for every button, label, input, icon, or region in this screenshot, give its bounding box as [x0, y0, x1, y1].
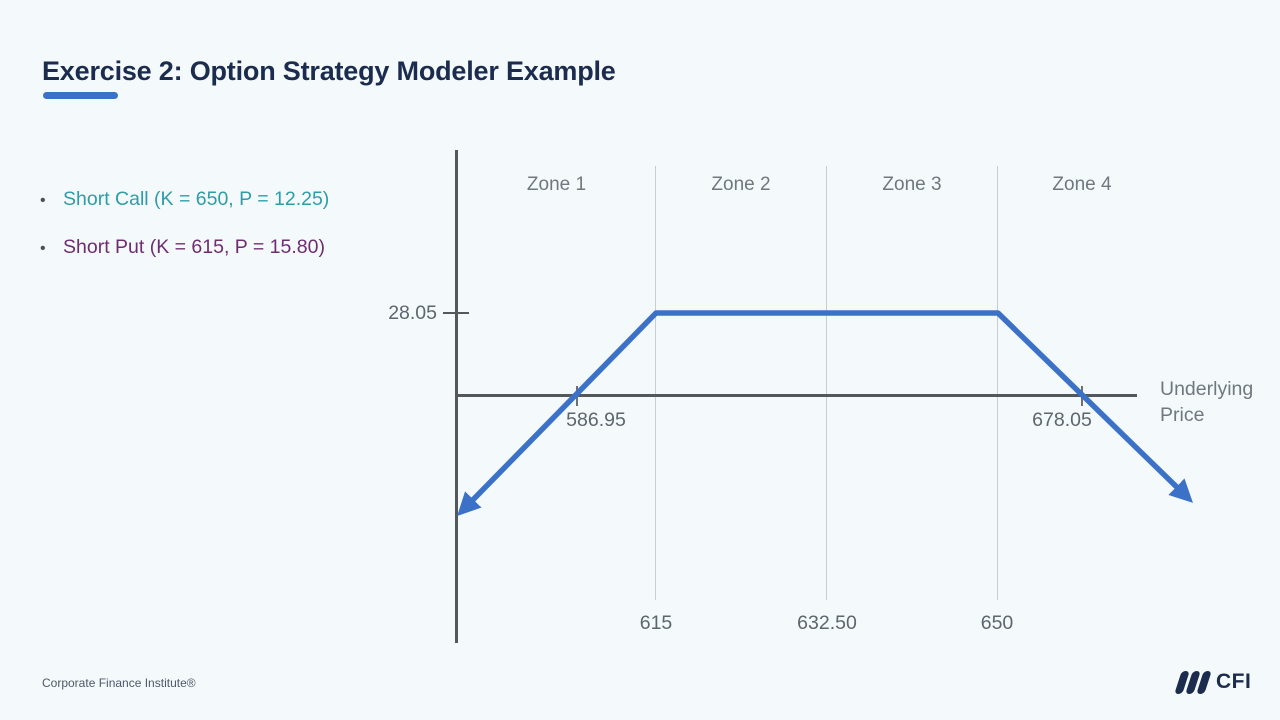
x-tick-632-50: 632.50: [797, 612, 857, 634]
zone-2-label: Zone 2: [711, 174, 771, 195]
footer-brand-text: Corporate Finance Institute®: [42, 676, 196, 690]
bullet-icon: •: [40, 240, 46, 257]
x-tick-615: 615: [639, 612, 673, 634]
y-axis-tick: [443, 312, 469, 314]
gridline-615: [655, 166, 656, 600]
zone-1-label: Zone 1: [526, 174, 587, 195]
x-tick-650: 650: [980, 612, 1014, 634]
page-title: Exercise 2: Option Strategy Modeler Exam…: [42, 56, 616, 86]
cfi-logo-text: CFI: [1216, 670, 1252, 693]
x-axis-title: Underlying Price: [1160, 378, 1254, 426]
cfi-logo: CFI: [1174, 670, 1252, 694]
zone-3-label: Zone 3: [882, 174, 942, 195]
option-legend: • Short Call (K = 650, P = 12.25) • Shor…: [40, 188, 329, 284]
bullet-icon: •: [40, 192, 46, 209]
lower-breakeven-tick: [576, 386, 578, 406]
legend-item-short-call: • Short Call (K = 650, P = 12.25): [40, 188, 329, 212]
x-axis-line: [455, 394, 1137, 397]
upper-breakeven-label: 678.05: [1032, 409, 1092, 431]
max-profit-label: 28.05: [388, 302, 437, 324]
legend-label-short-put: Short Put (K = 615, P = 15.80): [63, 236, 325, 258]
legend-item-short-put: • Short Put (K = 615, P = 15.80): [40, 236, 329, 260]
lower-breakeven-label: 586.95: [566, 409, 626, 431]
zone-4-label: Zone 4: [1052, 174, 1112, 195]
legend-label-short-call: Short Call (K = 650, P = 12.25): [63, 188, 330, 210]
cfi-logo-icon: [1174, 670, 1212, 694]
title-accent-underline: [43, 92, 118, 99]
gridline-650: [997, 166, 998, 600]
upper-breakeven-tick: [1081, 386, 1083, 406]
gridline-632-50: [826, 166, 827, 600]
